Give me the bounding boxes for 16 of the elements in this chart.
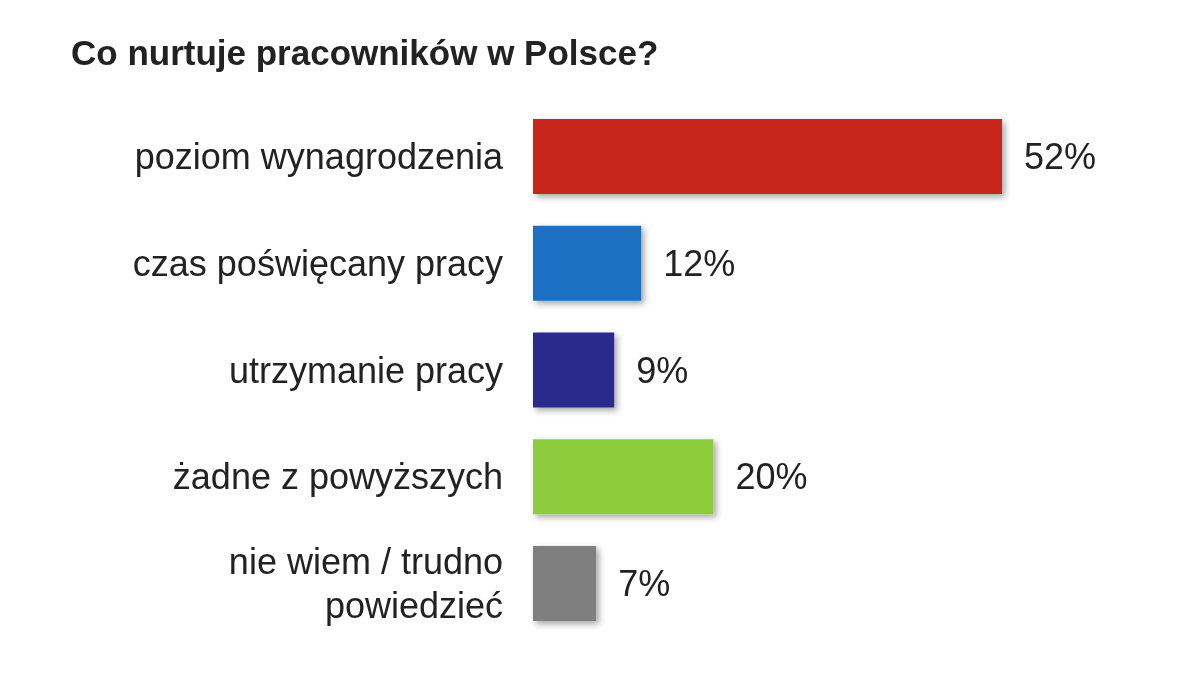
y-tick-label: czas poświęcany pracy	[132, 242, 503, 284]
y-tick-label: żadne z powyższych	[172, 456, 503, 498]
bar	[533, 546, 597, 622]
data-label: 12%	[663, 242, 736, 284]
chart-title: Co nurtuje pracowników w Polsce?	[71, 33, 659, 72]
data-label: 20%	[735, 456, 808, 498]
y-tick-label: poziom wynagrodzenia	[134, 135, 504, 177]
data-label: 9%	[636, 349, 689, 391]
y-tick-label: utrzymanie pracy	[228, 349, 503, 391]
data-label: 7%	[618, 563, 671, 605]
data-label: 52%	[1024, 135, 1097, 177]
bar	[533, 439, 714, 515]
bar	[533, 118, 1002, 194]
y-tick-label: nie wiem / trudno powiedzieć	[228, 541, 503, 627]
bar	[533, 225, 642, 301]
bar	[533, 332, 615, 408]
